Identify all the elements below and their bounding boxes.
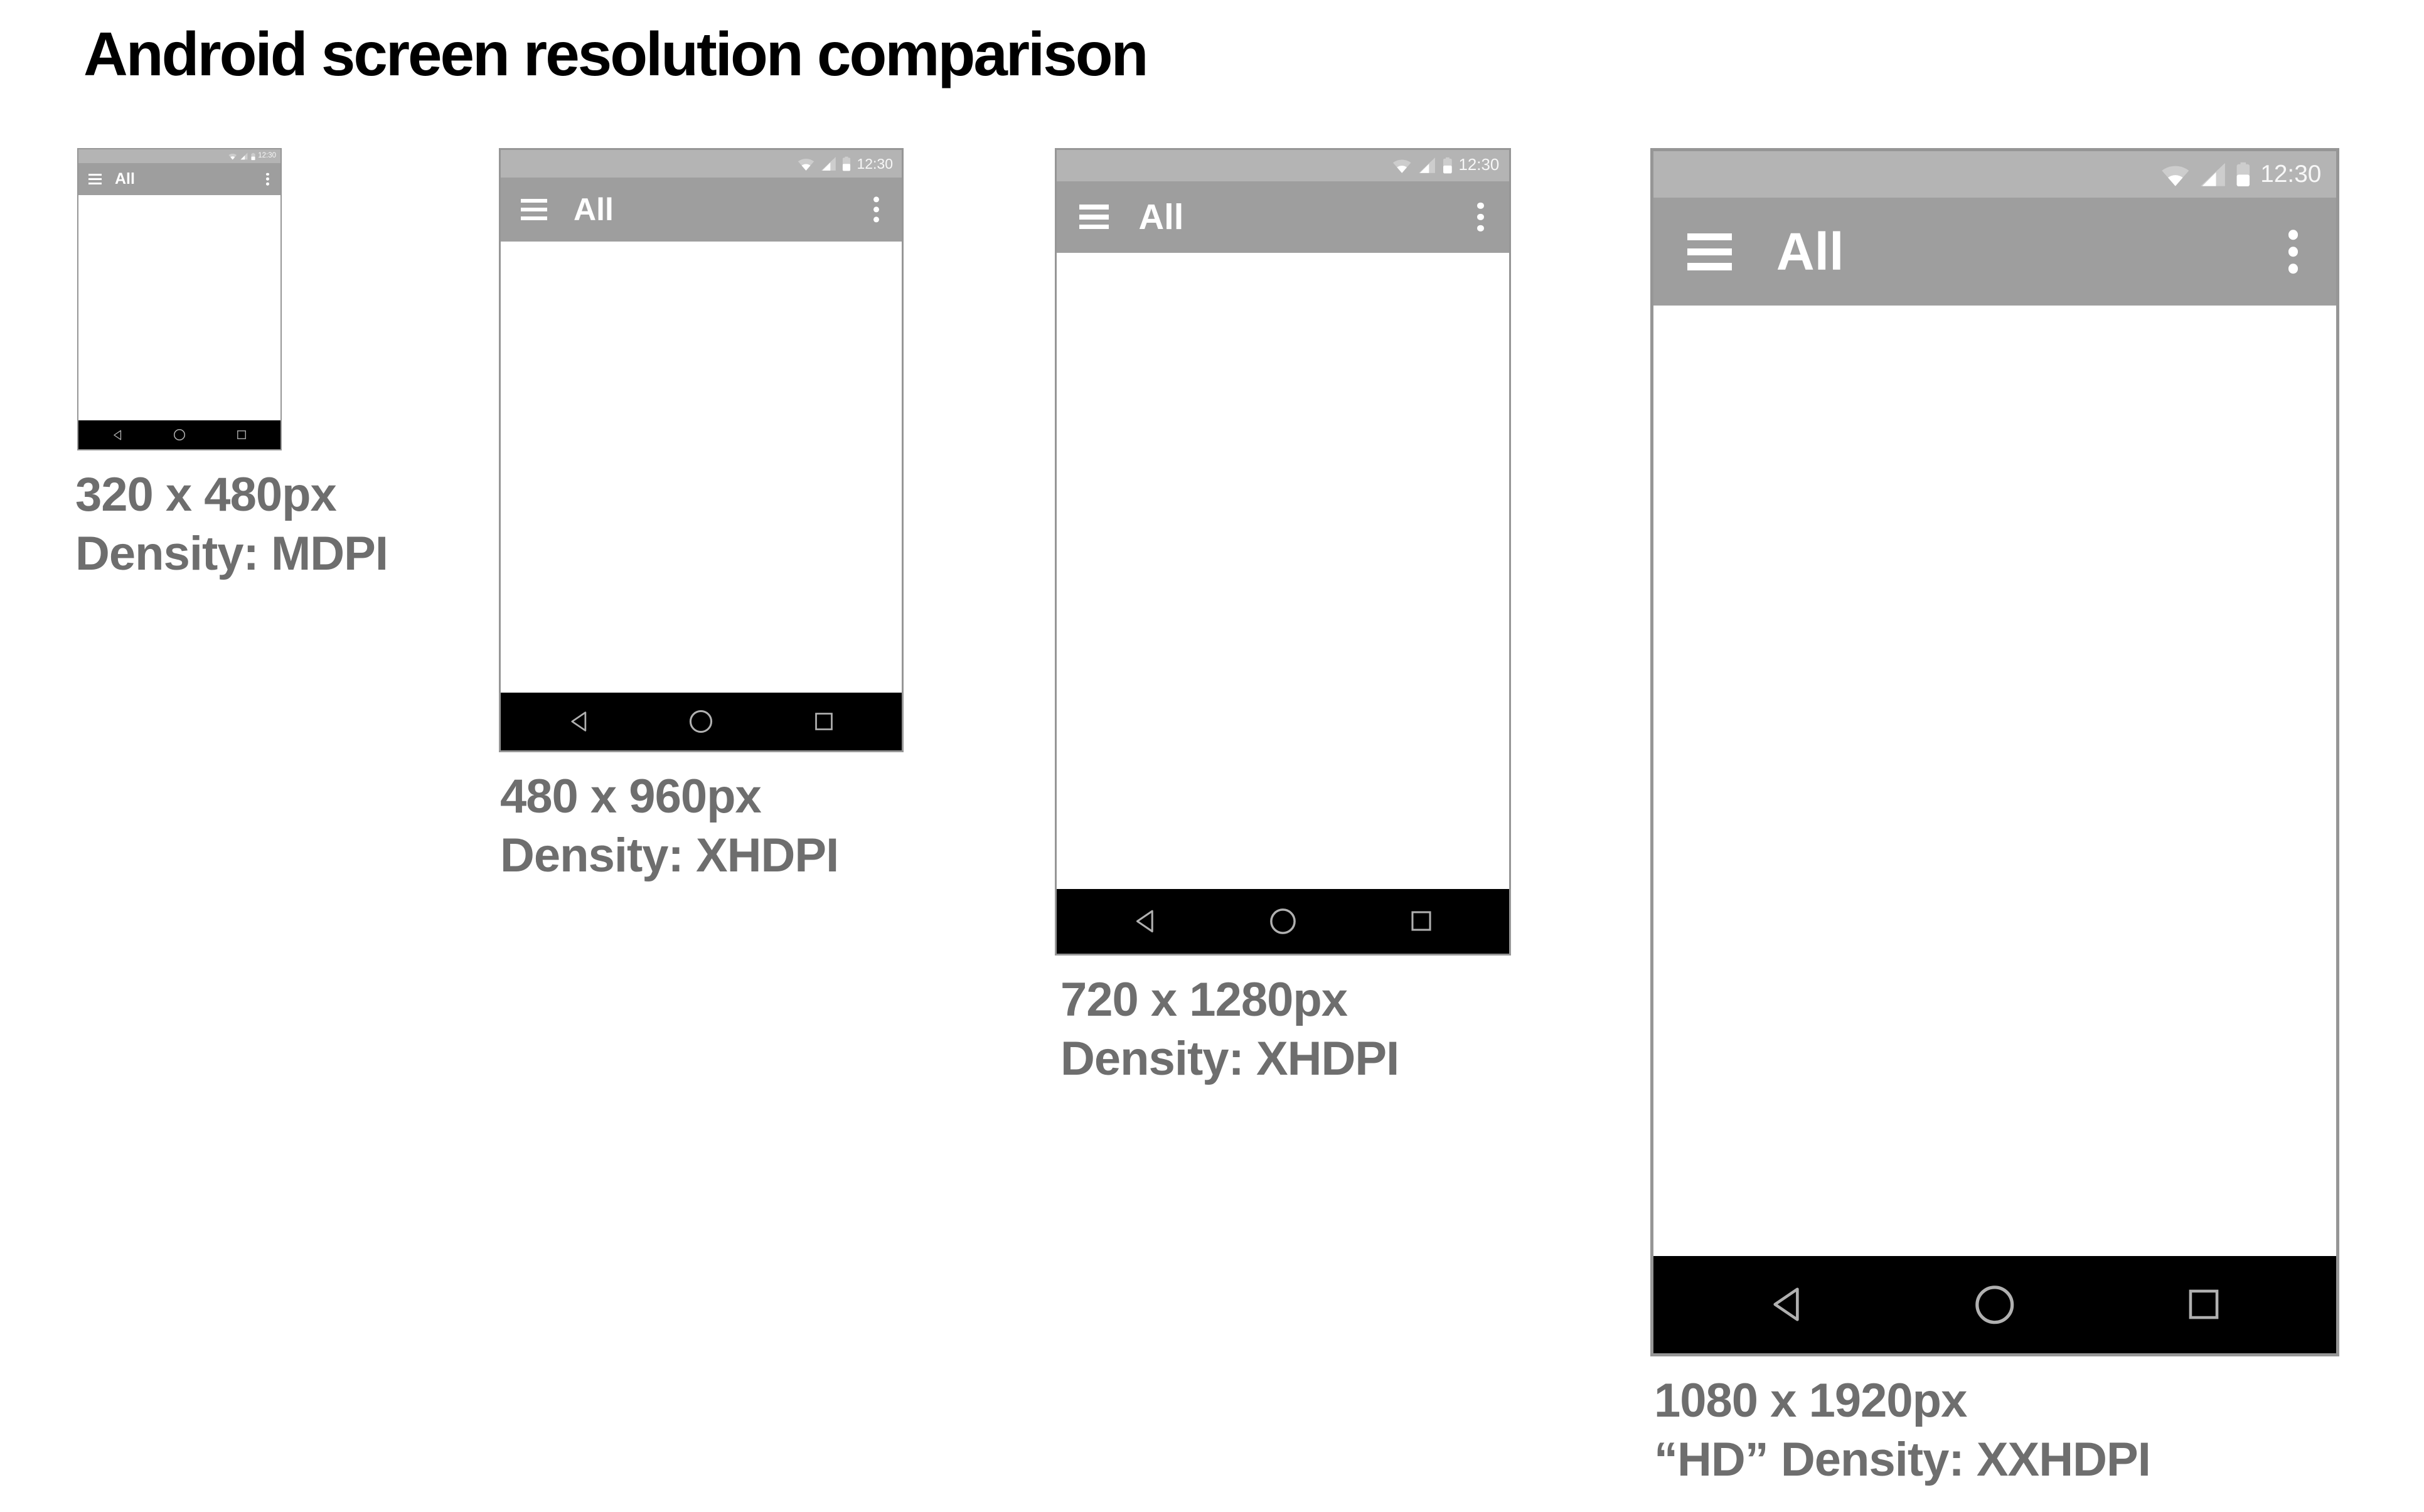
phone-mockup-720x1280: 12:30 All xyxy=(1055,148,1511,956)
resolution-label: 480 x 960px xyxy=(500,770,762,823)
status-time: 12:30 xyxy=(2260,160,2322,188)
nav-bar xyxy=(501,693,902,750)
screen-content xyxy=(78,195,280,420)
density-label: Density: MDPI xyxy=(75,527,388,580)
screen-content xyxy=(1057,253,1509,889)
wifi-icon xyxy=(228,152,237,160)
phone-caption: 320 x 480px Density: MDPI xyxy=(75,466,388,583)
nav-bar xyxy=(1057,888,1509,954)
app-bar: All xyxy=(1057,181,1509,253)
signal-icon xyxy=(1418,157,1436,174)
overflow-menu-icon[interactable] xyxy=(873,196,879,223)
phone-mockup-320x480: 12:30 All xyxy=(77,148,282,450)
home-icon[interactable] xyxy=(173,429,186,441)
app-bar-title: All xyxy=(1138,196,1184,237)
recents-icon[interactable] xyxy=(1410,910,1433,932)
back-icon[interactable] xyxy=(1769,1284,1803,1324)
recents-icon[interactable] xyxy=(814,711,834,732)
recents-icon[interactable] xyxy=(2187,1287,2221,1321)
phone-caption: 720 x 1280px Density: XHDPI xyxy=(1060,971,1399,1089)
wifi-icon xyxy=(798,156,814,171)
status-bar: 12:30 xyxy=(1653,151,2336,198)
back-icon[interactable] xyxy=(569,710,589,733)
app-bar: All xyxy=(78,163,280,195)
battery-icon xyxy=(1443,156,1453,174)
status-bar: 12:30 xyxy=(501,150,902,178)
density-label: “HD” Density: XXHDPI xyxy=(1654,1433,2151,1486)
density-label: Density: XHDPI xyxy=(500,829,839,882)
wifi-icon xyxy=(1392,157,1411,174)
overflow-menu-icon[interactable] xyxy=(2288,230,2299,274)
signal-icon xyxy=(820,156,836,171)
resolution-label: 1080 x 1920px xyxy=(1654,1374,1967,1427)
status-time: 12:30 xyxy=(1458,156,1500,174)
signal-icon xyxy=(240,152,248,160)
status-bar: 12:30 xyxy=(1057,150,1509,181)
resolution-label: 320 x 480px xyxy=(75,468,337,521)
phone-caption: 1080 x 1920px “HD” Density: XXHDPI xyxy=(1654,1371,2151,1489)
screen-content xyxy=(1653,306,2336,1256)
home-icon[interactable] xyxy=(1269,907,1297,935)
overflow-menu-icon[interactable] xyxy=(266,173,269,186)
battery-icon xyxy=(842,156,851,172)
recents-icon[interactable] xyxy=(237,430,247,440)
app-bar: All xyxy=(1653,198,2336,306)
page-title: Android screen resolution comparison xyxy=(83,19,1148,88)
battery-icon xyxy=(2236,161,2251,188)
app-bar: All xyxy=(501,178,902,242)
resolution-label: 720 x 1280px xyxy=(1060,973,1348,1026)
battery-icon xyxy=(251,152,255,161)
status-time: 12:30 xyxy=(857,155,893,172)
screen-content xyxy=(501,242,902,693)
phone-mockup-480x960: 12:30 All xyxy=(499,148,904,752)
menu-icon[interactable] xyxy=(1079,205,1109,230)
home-icon[interactable] xyxy=(688,709,713,734)
menu-icon[interactable] xyxy=(88,173,102,185)
menu-icon[interactable] xyxy=(521,198,547,221)
status-time: 12:30 xyxy=(258,152,276,160)
phone-mockup-1080x1920: 12:30 All xyxy=(1650,148,2339,1356)
density-label: Density: XHDPI xyxy=(1060,1032,1399,1085)
nav-bar xyxy=(78,420,280,449)
back-icon[interactable] xyxy=(1133,908,1156,935)
app-bar-title: All xyxy=(1776,222,1844,282)
home-icon[interactable] xyxy=(1973,1284,2016,1326)
overflow-menu-icon[interactable] xyxy=(1477,202,1484,232)
status-bar: 12:30 xyxy=(78,149,280,163)
app-bar-title: All xyxy=(115,170,135,188)
phone-caption: 480 x 960px Density: XHDPI xyxy=(500,767,839,885)
nav-bar xyxy=(1653,1255,2336,1353)
back-icon[interactable] xyxy=(112,429,122,441)
app-bar-title: All xyxy=(574,192,614,227)
menu-icon[interactable] xyxy=(1687,233,1732,270)
signal-icon xyxy=(2199,162,2226,188)
wifi-icon xyxy=(2161,162,2190,188)
